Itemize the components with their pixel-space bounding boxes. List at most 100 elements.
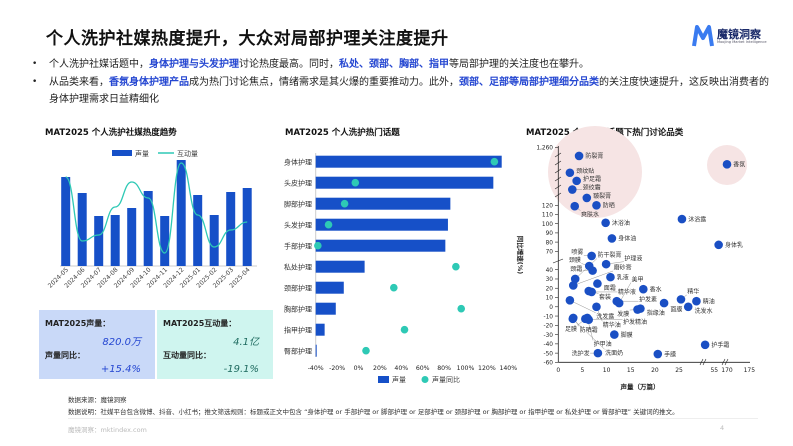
- page-title: 个人洗护社媒热度提升，大众对局部护理关注度提升: [46, 29, 449, 49]
- bar-volume: [315, 260, 365, 273]
- point-label: 皲裂膏: [593, 192, 611, 200]
- category-label: 颈部护理: [284, 284, 312, 293]
- bullet-item: 从品类来看，香氛身体护理产品成为热门讨论焦点，情绪需求是其火爆的重要推动力。此外…: [32, 74, 772, 109]
- volume-label: MAT2025声量：: [45, 319, 111, 328]
- highlight-text: 身体护理与头发护理: [149, 59, 239, 70]
- scatter-point: [653, 349, 663, 359]
- dot-yoy: [390, 283, 398, 292]
- interaction-stat-box: MAT2025互动量： 4.1亿 互动量同比： -19.1%: [157, 310, 273, 379]
- point-label: 洗面奶: [605, 349, 623, 357]
- x-tick-label: 20%: [373, 365, 387, 372]
- x-tick-label: 55: [710, 367, 718, 374]
- scatter-point: [601, 259, 611, 269]
- point-label: 磨砂膏: [614, 264, 632, 272]
- point-label: 精华油: [603, 321, 621, 329]
- scatter-point: [714, 240, 723, 250]
- dot-yoy: [490, 157, 499, 166]
- category-scatter-chart: -60-50-40-30-20-100102030407080901001101…: [516, 126, 756, 391]
- point-label: 发膜: [617, 310, 629, 318]
- category-label: 手部护理: [284, 242, 312, 251]
- point-label: 手膜: [664, 350, 676, 358]
- category-label: 头皮护理: [284, 179, 312, 188]
- data-note: 数据说明：社媒平台包含微博、抖音、小红书；推文筛选规则：标题或正文中包含 “身体…: [68, 408, 679, 416]
- legend-bar-swatch: [112, 150, 132, 156]
- scatter-point: [592, 302, 601, 312]
- point-label: 香氛: [733, 161, 745, 169]
- point-label: 防晒霜: [580, 326, 598, 334]
- interaction-yoy-value: -19.1%: [223, 364, 259, 375]
- scatter-point: [593, 348, 603, 358]
- scatter-point: [610, 330, 619, 339]
- bar-volume: [315, 239, 446, 252]
- y-tick-label: 80: [546, 240, 554, 246]
- x-axis-label: 声量（万篇）: [621, 382, 660, 391]
- scatter-point: [633, 305, 642, 314]
- x-tick-label: 170: [721, 367, 733, 374]
- dot-yoy: [362, 346, 370, 355]
- x-tick-label: -20%: [329, 365, 345, 372]
- y-tick-label: -60: [544, 361, 554, 367]
- bar-volume: [226, 192, 236, 266]
- y-tick-label: -10: [544, 314, 554, 320]
- bullet-item: 个人洗护社媒话题中，身体护理与头发护理讨论热度最高。同时，私处、颈部、胸部、指甲…: [32, 56, 772, 74]
- bullet-text: 从品类来看，: [49, 76, 109, 88]
- y-tick-label: 20: [546, 286, 554, 292]
- dot-yoy: [452, 262, 460, 271]
- bar-volume: [61, 177, 71, 266]
- dot-yoy: [340, 199, 349, 208]
- axis-break-icon: [554, 160, 562, 166]
- y-tick-label: -30: [544, 333, 554, 339]
- point-label: 精华液: [618, 288, 636, 296]
- x-tick-label: 60%: [416, 365, 430, 372]
- leader-line: [573, 270, 614, 286]
- highlight-text: 香氛身体护理产品: [109, 76, 189, 88]
- scatter-point: [683, 302, 693, 312]
- y-axis-label: 同比增速(%): [516, 236, 525, 274]
- logo: 魔镜洞察 Moojing Market Intelligence: [692, 24, 772, 50]
- scatter-point: [584, 315, 594, 325]
- point-label: 防干裂膏: [598, 251, 622, 259]
- y-tick-label: -20: [544, 324, 554, 330]
- point-label: 身体乳: [725, 241, 743, 249]
- x-tick-label: 40%: [394, 365, 408, 372]
- point-label: 脚膜: [621, 331, 633, 339]
- axis-break-icon: [721, 358, 729, 366]
- legend-volume: 声量: [392, 375, 406, 384]
- x-tick-label: 10: [603, 367, 611, 374]
- summary-bullets: 个人洗护社媒话题中，身体护理与头发护理讨论热度最高。同时，私处、颈部、胸部、指甲…: [32, 56, 772, 109]
- interaction-label: MAT2025互动量：: [163, 319, 237, 328]
- point-label: 洗发水: [695, 307, 713, 315]
- scatter-point: [614, 298, 624, 308]
- x-tick-label: 15: [627, 367, 635, 374]
- point-label: 颈膜: [569, 256, 581, 264]
- highlight-circle-left: [548, 126, 642, 218]
- x-tick-label: 175: [744, 367, 756, 374]
- interaction-yoy-label: 互动量同比：: [163, 351, 211, 360]
- point-label: 护发精油: [623, 318, 647, 326]
- point-label: 颈纹霜: [583, 184, 601, 192]
- scatter-point: [700, 340, 710, 350]
- data-source: 数据来源：魔镜洞察: [68, 396, 127, 404]
- bar-volume: [242, 188, 252, 266]
- point-label: 沐浴露: [688, 215, 706, 223]
- trend-chart: 声量 互动量2024-052024-062024-072024-082024-09…: [47, 149, 257, 290]
- point-label: 防裂膏: [585, 152, 603, 160]
- footer-site: 魔镜洞察：mktindex.com: [68, 426, 147, 434]
- point-label: 颈纹贴: [576, 167, 594, 175]
- scatter-point: [692, 296, 701, 306]
- page-number: 4: [720, 424, 725, 432]
- bar-volume: [127, 208, 137, 266]
- scatter-point: [677, 214, 687, 224]
- point-label: 颈霜: [570, 265, 582, 273]
- logo-name: 魔镜洞察: [717, 28, 761, 41]
- bar-volume: [193, 195, 203, 266]
- point-label: 面膜: [670, 305, 682, 313]
- legend-interaction: 互动量: [177, 149, 198, 158]
- point-label: 洗护发: [572, 349, 590, 357]
- category-label: 脚部护理: [284, 200, 312, 209]
- x-tick-label: 80%: [437, 365, 451, 372]
- scatter-point: [722, 160, 732, 169]
- topic-chart: 身体护理头皮护理脚部护理头发护理手部护理私处护理颈部护理胸部护理指甲护理臀部护理…: [284, 153, 517, 384]
- bar-volume: [176, 160, 186, 266]
